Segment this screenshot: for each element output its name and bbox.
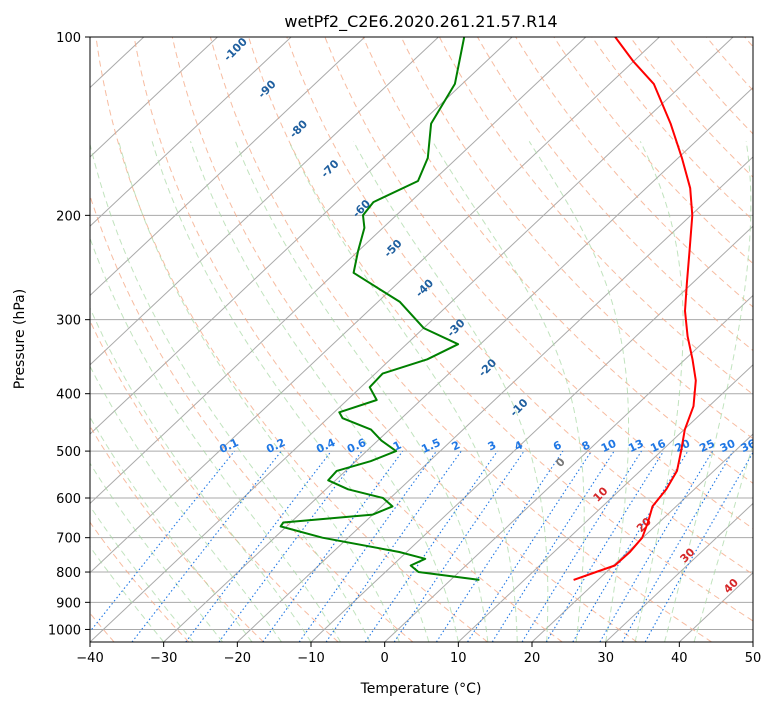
x-tick-label: −20 — [224, 651, 251, 666]
isotherm-line — [90, 37, 292, 227]
soundings — [279, 37, 697, 581]
x-tick-label: −10 — [297, 651, 324, 666]
background-lines — [90, 37, 753, 642]
chart-title: wetPf2_C2E6.2020.261.21.57.R14 — [284, 12, 557, 32]
moist-adiabat-line — [288, 141, 518, 642]
isotherm-line — [90, 37, 366, 297]
mixing-ratio-line — [218, 450, 363, 642]
moist-adiabat-line — [90, 416, 253, 642]
y-tick-label: 200 — [56, 209, 81, 224]
y-tick-label: 100 — [56, 31, 81, 46]
x-tick-label: −30 — [150, 651, 177, 666]
mixing-ratio-label: 10 — [599, 437, 619, 455]
y-tick-label: 800 — [56, 566, 81, 581]
moist-adiabat-line — [90, 142, 371, 642]
mixing-ratio-label: 36 — [739, 437, 759, 455]
mixing-ratio-line — [325, 450, 462, 642]
moist-adiabat-line — [234, 141, 489, 642]
moist-adiabat-line — [432, 141, 585, 642]
x-tick-label: −40 — [76, 651, 103, 666]
x-axis-label: Temperature (°C) — [360, 681, 482, 697]
x-tick-label: 40 — [671, 651, 688, 666]
y-tick-label: 300 — [56, 314, 81, 329]
isotherm-line — [90, 37, 587, 505]
dry-adiabat-line — [248, 37, 753, 622]
dewpoint-profile-line — [279, 37, 480, 581]
mixing-ratio-line — [262, 450, 404, 642]
isotherm-line — [90, 37, 439, 366]
temperature-profile-line — [573, 37, 697, 581]
axis-ticks: −40 −30 −20 −10 0 10 20 30 40 50 100 200 300 400 500 60… — [48, 31, 761, 666]
isotherm-line — [310, 225, 753, 642]
mixing-ratio-line — [644, 451, 753, 642]
isotherm-line — [90, 37, 734, 642]
mixing-ratio-line — [393, 450, 525, 642]
isotherm-line — [384, 294, 753, 642]
moist-adiabat-line — [353, 141, 549, 642]
mixing-ratio-label: 13 — [626, 437, 645, 455]
moist-adiabat-line — [693, 443, 753, 642]
dry-adiabat-line — [515, 37, 753, 308]
isotherm-line — [605, 502, 753, 642]
dry-adiabat-line — [171, 37, 638, 642]
isotherm-line — [90, 37, 660, 574]
mixing-ratio-line — [185, 450, 332, 642]
moist-adiabat-line — [528, 141, 630, 642]
dry-adiabat-line — [286, 37, 753, 575]
mixing-ratio-line — [467, 450, 592, 642]
moist-adiabat-line — [90, 545, 165, 642]
plot-frame — [89, 36, 754, 643]
mixing-ratio-line — [298, 450, 437, 642]
x-tick-label: 50 — [745, 651, 762, 666]
mixing-ratio-line — [364, 450, 498, 642]
dry-adiabat-line — [90, 194, 414, 642]
mixing-ratio-label: 30 — [718, 437, 738, 455]
x-tick-label: 10 — [450, 651, 467, 666]
isotherm-line — [457, 364, 753, 642]
y-tick-label: 500 — [56, 445, 81, 460]
dry-adiabat-line — [95, 37, 488, 642]
moist-adiabat-line — [90, 365, 282, 642]
dry-adiabat-line — [90, 425, 264, 642]
y-tick-label: 900 — [56, 596, 81, 611]
moist-adiabat-line — [90, 505, 194, 642]
mixing-ratio-line — [90, 450, 235, 633]
moist-adiabat-line — [118, 141, 400, 642]
mixing-ratio-line — [435, 450, 564, 642]
mixing-ratio-line — [545, 450, 665, 642]
y-tick-label: 400 — [56, 388, 81, 403]
isotherm-line — [90, 37, 513, 435]
moist-adiabat-line — [151, 141, 430, 642]
x-tick-label: 0 — [381, 651, 389, 666]
mixing-ratio-label: 25 — [697, 437, 716, 455]
y-tick-label: 1000 — [48, 623, 81, 638]
moist-adiabat-line — [664, 141, 752, 642]
mixing-ratio-label: 16 — [648, 437, 668, 455]
x-tick-label: 30 — [597, 651, 614, 666]
dry-adiabat-line — [209, 37, 712, 642]
moist-adiabat-line — [90, 462, 223, 642]
isotherm-line — [90, 37, 218, 158]
y-axis-label: Pressure (hPa) — [12, 289, 28, 389]
dry-adiabat-line — [90, 319, 339, 642]
moist-adiabat-line — [634, 141, 684, 642]
mixing-ratio-line — [491, 450, 615, 642]
x-tick-label: 20 — [524, 651, 541, 666]
y-tick-label: 600 — [56, 492, 81, 507]
y-tick-label: 700 — [56, 532, 81, 547]
isotherm-line — [163, 86, 753, 642]
